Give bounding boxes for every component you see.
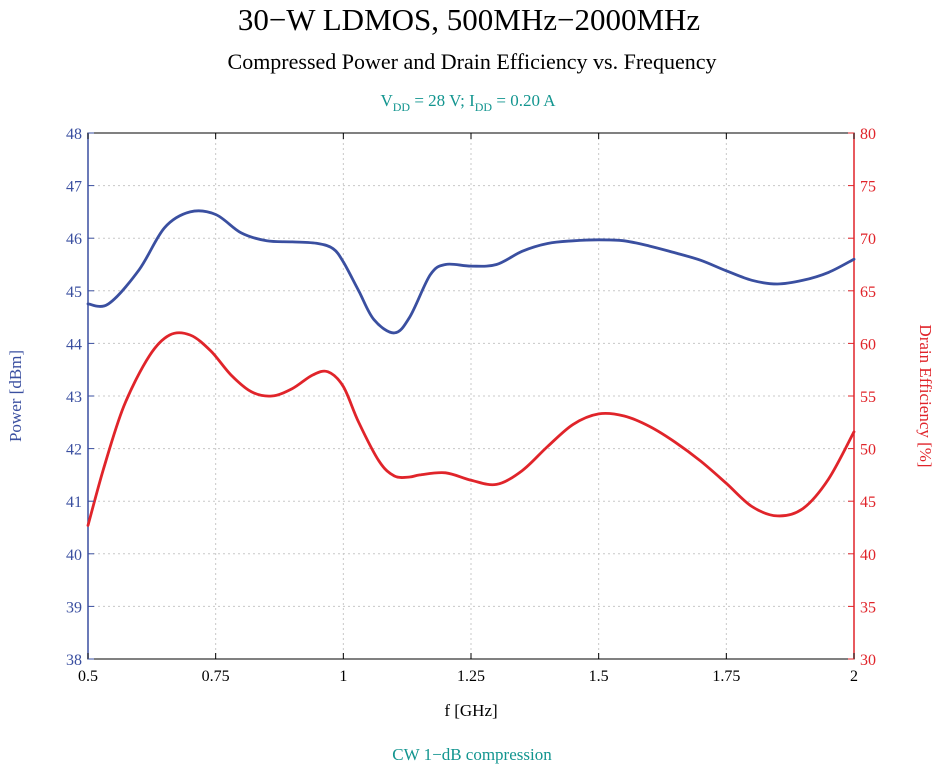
left-tick-label: 43 [66, 389, 82, 406]
x-tick-label: 0.75 [202, 668, 230, 685]
left-tick-label: 45 [66, 284, 82, 301]
power-line [86, 209, 856, 335]
left-tick-label: 41 [66, 494, 82, 511]
right-tick-label: 35 [860, 599, 876, 616]
right-tick-label: 50 [860, 442, 876, 459]
left-tick-label: 42 [66, 442, 82, 459]
right-tick-label: 55 [860, 389, 876, 406]
left-tick-label: 47 [66, 179, 82, 196]
right-tick-label: 80 [860, 126, 876, 143]
x-axis-label: f [GHz] [444, 701, 497, 720]
right-tick-label: 45 [860, 494, 876, 511]
right-tick-label: 40 [860, 547, 876, 564]
x-tick-label: 1.75 [712, 668, 740, 685]
right-tick-label: 65 [860, 284, 876, 301]
ticks: 0.5 0.75 1 1.25 1.5 1.75 2 38 39 40 41 42 43 44 45 46 47… [66, 126, 876, 685]
left-tick-label: 40 [66, 547, 82, 564]
right-tick-label: 75 [860, 179, 876, 196]
right-tick-label: 30 [860, 652, 876, 669]
right-tick-label: 60 [860, 336, 876, 353]
chart-subtitle: Compressed Power and Drain Efficiency vs… [228, 49, 717, 74]
x-tick-label: 1.25 [457, 668, 485, 685]
left-tick-label: 38 [66, 652, 82, 669]
chart-title: 30−W LDMOS, 500MHz−2000MHz [238, 2, 700, 37]
x-tick-label: 1 [339, 668, 347, 685]
left-tick-label: 44 [66, 336, 82, 353]
left-tick-label: 46 [66, 231, 82, 248]
right-axis-label: Drain Efficiency [%] [916, 324, 935, 467]
x-tick-label: 2 [850, 668, 858, 685]
right-tick-label: 70 [860, 231, 876, 248]
left-tick-label: 39 [66, 599, 82, 616]
left-axis-label: Power [dBm] [6, 350, 25, 442]
drain-efficiency-line [86, 331, 856, 527]
footnote: CW 1−dB compression [392, 745, 552, 764]
series-layer [86, 209, 856, 527]
bias-conditions: VDD = 28 V; IDD = 0.20 A [380, 91, 556, 114]
x-tick-label: 0.5 [78, 668, 98, 685]
left-tick-label: 48 [66, 126, 82, 143]
x-tick-label: 1.5 [589, 668, 609, 685]
